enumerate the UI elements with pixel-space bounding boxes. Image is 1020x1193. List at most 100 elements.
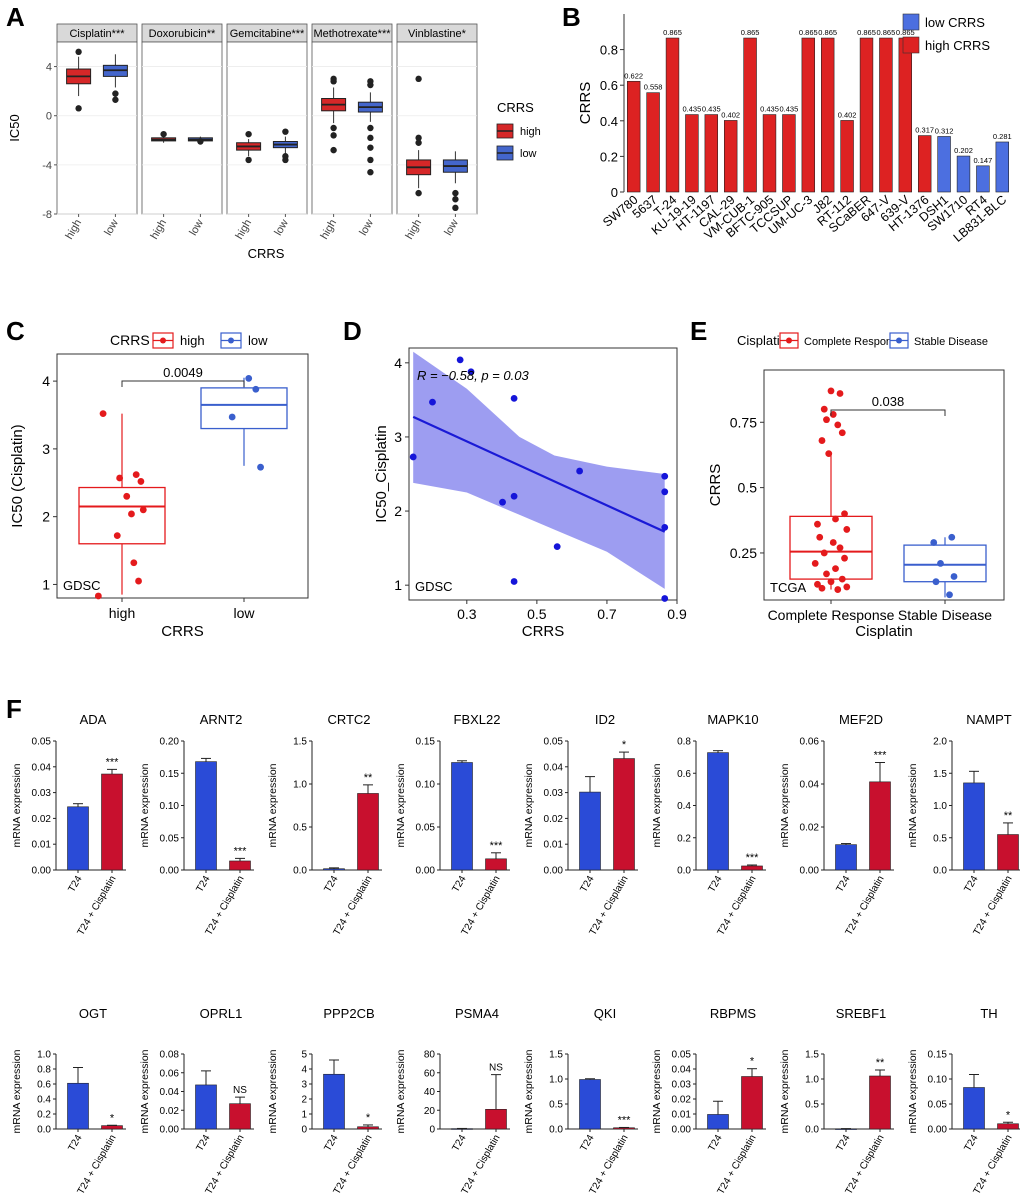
y-tick-label: 0.02	[800, 823, 820, 834]
bar	[707, 1114, 729, 1130]
bar	[917, 135, 932, 193]
legend-label: low	[248, 333, 268, 348]
p-value-label: 0.0049	[163, 365, 203, 380]
bar	[357, 793, 379, 871]
y-tick-label: 0.8	[600, 43, 618, 58]
regression-line	[412, 415, 666, 533]
facet-frame	[396, 41, 478, 215]
data-point	[409, 453, 417, 461]
data-point	[834, 421, 842, 429]
x-tick-label: T24	[578, 874, 596, 895]
significance-label: **	[876, 1057, 885, 1069]
y-tick-label: 0.10	[416, 780, 436, 791]
facet-title: Methotrexate***	[313, 28, 391, 40]
y-tick-label: 2	[42, 509, 50, 525]
y-tick-label: 0.01	[672, 1110, 692, 1121]
panel-d-scatter: 1 2 3 4 0.3 0.5 0.7 0.9 R = −0.58, p = 0.03 GDSC C…	[373, 347, 687, 640]
gene-title: PPP2CB	[323, 1006, 374, 1021]
y-tick-label: 1.0	[805, 1075, 819, 1086]
y-axis-label: mRNA expression	[267, 763, 279, 847]
x-tick-label: high	[318, 218, 339, 242]
bar-value-label: 0.281	[993, 132, 1012, 141]
data-point	[932, 578, 940, 586]
y-tick-label: 4	[46, 62, 52, 74]
y-axis-label: IC50_Cisplatin	[373, 425, 390, 523]
panel-label-a: A	[6, 2, 25, 32]
significance-label: *	[622, 739, 627, 751]
x-tick-label: T24	[962, 874, 980, 895]
data-point	[661, 523, 669, 531]
y-tick-label: 1	[394, 577, 402, 593]
data-point	[829, 411, 837, 418]
legend-key-dot	[160, 337, 166, 344]
y-tick-label: 0	[429, 1125, 435, 1136]
data-point	[113, 532, 121, 540]
box-high-outlier	[415, 134, 422, 142]
bar	[101, 1125, 123, 1130]
bar-value-label: 0.147	[974, 156, 993, 165]
y-axis-label: CRRS	[707, 464, 724, 507]
y-axis-label: mRNA expression	[11, 1049, 23, 1133]
x-tick-label: T24	[322, 874, 340, 895]
x-tick-label: 0.5	[527, 606, 547, 622]
significance-label: ***	[106, 756, 120, 768]
data-point	[132, 471, 140, 479]
box-low-outlier	[197, 138, 204, 145]
significance-label: *	[366, 1112, 371, 1124]
data-point	[456, 356, 464, 364]
gene-title: MEF2D	[839, 712, 883, 727]
significance-label: *	[1006, 1109, 1011, 1121]
y-axis-label: mRNA expression	[907, 1049, 919, 1133]
bar	[229, 1103, 251, 1130]
bar	[879, 37, 893, 193]
confidence-band	[413, 351, 665, 589]
y-tick-label: 2	[301, 1095, 307, 1106]
y-tick-label: 0.0	[933, 866, 947, 877]
gene-title: TH	[980, 1006, 997, 1021]
y-tick-label: 0.0	[37, 1125, 51, 1136]
y-tick-label: 0.5	[933, 833, 947, 844]
y-tick-label: 0.00	[32, 866, 52, 877]
x-tick-label: T24	[450, 874, 468, 895]
data-point	[252, 385, 260, 393]
p-value-label: 0.038	[872, 394, 905, 409]
y-tick-label: 0.4	[37, 1095, 51, 1106]
data-point	[930, 539, 938, 546]
y-tick-label: 3	[42, 441, 50, 457]
y-tick-label: 0.15	[416, 737, 436, 748]
correlation-annotation: R = −0.58, p = 0.03	[417, 368, 529, 383]
bar	[743, 37, 757, 193]
y-tick-label: 0.05	[928, 1100, 948, 1111]
bar-value-label: 0.312	[935, 126, 954, 135]
y-tick-label: 20	[424, 1106, 436, 1117]
y-tick-label: 0.6	[37, 1080, 51, 1091]
y-tick-label: 1.5	[805, 1050, 819, 1061]
data-point	[814, 580, 821, 588]
box-low-outlier	[367, 169, 374, 176]
data-point	[128, 510, 135, 518]
y-tick-label: 4	[394, 355, 402, 371]
bar	[707, 752, 729, 871]
y-axis-label: mRNA expression	[139, 763, 151, 847]
y-tick-label: 0.05	[32, 737, 52, 748]
x-tick-label: high	[403, 218, 424, 242]
gene-title: OGT	[79, 1006, 107, 1021]
data-point	[510, 578, 518, 585]
x-tick-label: T24	[66, 874, 84, 895]
significance-label: ***	[490, 840, 504, 852]
data-point	[827, 578, 835, 586]
bar-value-label: 0.865	[896, 28, 915, 37]
facet-frame	[141, 41, 223, 215]
bar	[997, 834, 1019, 871]
y-tick-label: 0.5	[549, 1100, 563, 1111]
bar	[323, 1073, 345, 1130]
x-tick-label: T24	[450, 1133, 468, 1154]
data-point	[661, 595, 669, 602]
y-tick-label: 0.5	[293, 823, 307, 834]
x-tick-label: T24	[66, 1133, 84, 1154]
box-high-outlier	[75, 48, 82, 56]
box	[78, 486, 166, 545]
significance-bracket	[121, 380, 245, 387]
data-point	[841, 554, 848, 562]
